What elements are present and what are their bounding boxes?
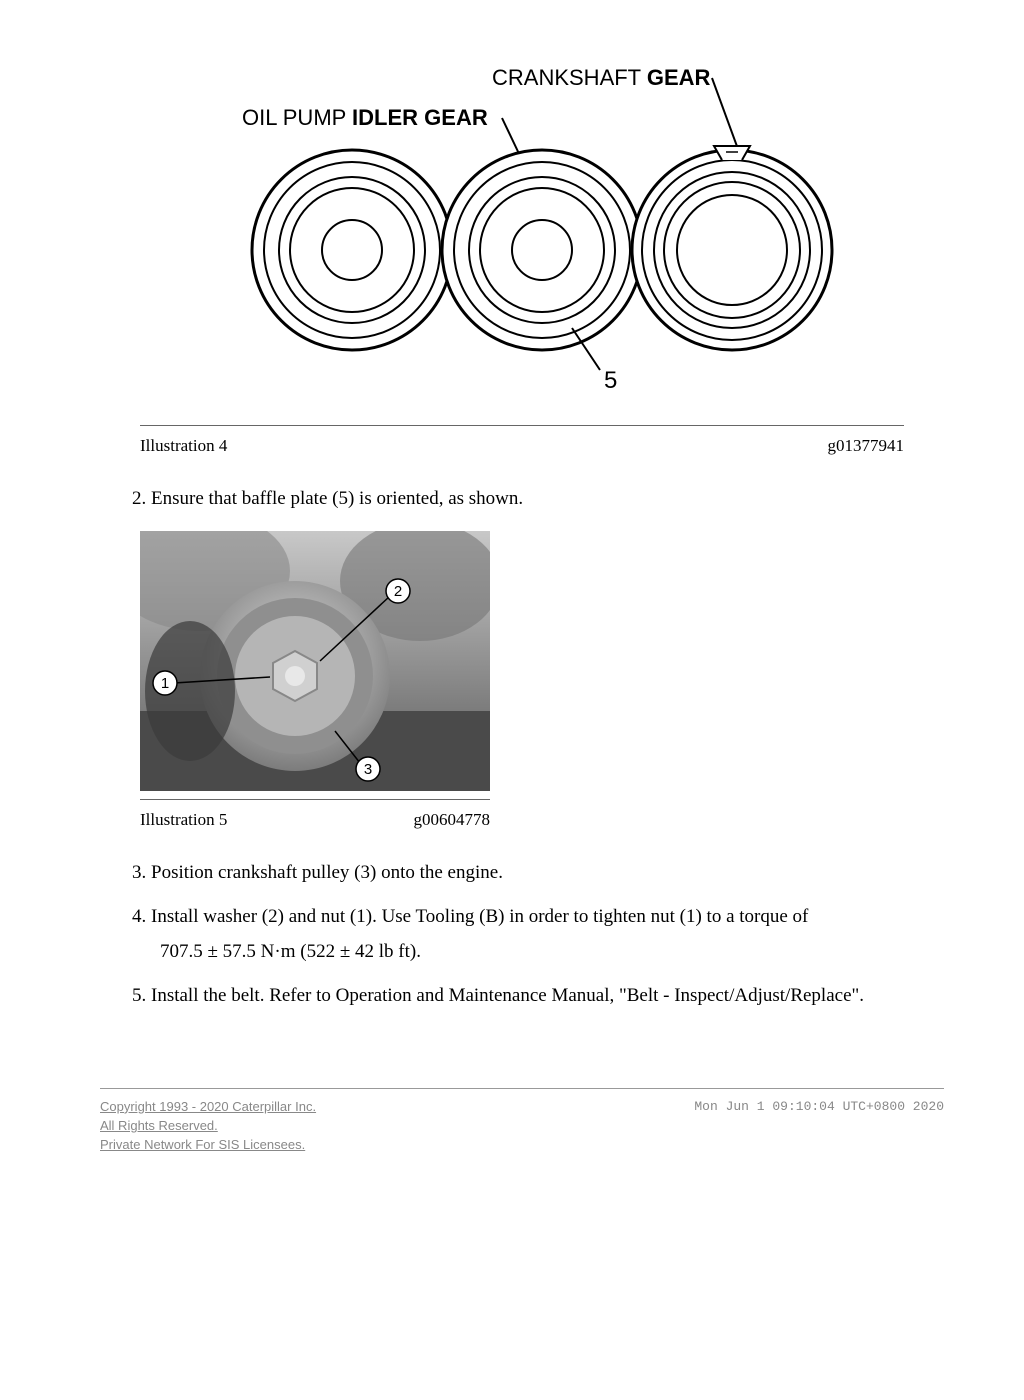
- footer-network: Private Network For SIS Licensees.: [100, 1137, 316, 1152]
- oil-pump-idler-gear-label: OIL PUMP IDLER GEAR: [242, 105, 488, 130]
- illustration-4-label: Illustration 4: [140, 436, 227, 456]
- step-4-cont: 707.5 ± 57.5 N·m (522 ± 42 lb ft).: [100, 939, 944, 966]
- svg-text:1: 1: [161, 675, 169, 692]
- middle-gear: [442, 150, 642, 350]
- illustration-4-caption: Illustration 4 g01377941: [140, 425, 904, 456]
- gear-diagram: CRANKSHAFT GEAR OIL PUMP IDLER GEAR: [100, 60, 944, 405]
- illustration-4-id: g01377941: [828, 436, 905, 456]
- step-3: 3. Position crankshaft pulley (3) onto t…: [100, 860, 944, 887]
- crankshaft-gear-label: CRANKSHAFT GEAR: [492, 65, 711, 90]
- svg-text:3: 3: [364, 761, 372, 778]
- page-footer: Copyright 1993 - 2020 Caterpillar Inc. A…: [0, 1099, 1024, 1196]
- callout-5: 5: [604, 367, 617, 394]
- step-2: 2. Ensure that baffle plate (5) is orien…: [100, 486, 944, 513]
- illustration-5-id: g00604778: [414, 810, 491, 830]
- illustration-5-label: Illustration 5: [140, 810, 227, 830]
- footer-copyright: Copyright 1993 - 2020 Caterpillar Inc.: [100, 1099, 316, 1114]
- footer-timestamp: Mon Jun 1 09:10:04 UTC+0800 2020: [694, 1099, 944, 1156]
- illustration-5-caption: Illustration 5 g00604778: [140, 799, 490, 830]
- step-5: 5. Install the belt. Refer to Operation …: [100, 983, 944, 1010]
- footer-rights: All Rights Reserved.: [100, 1118, 316, 1133]
- footer-divider: [100, 1088, 944, 1089]
- step-4: 4. Install washer (2) and nut (1). Use T…: [100, 904, 944, 931]
- right-gear: [632, 146, 832, 350]
- crankshaft-photo: 1 2 3: [140, 531, 944, 791]
- svg-text:2: 2: [394, 583, 402, 600]
- left-gear: [252, 150, 452, 350]
